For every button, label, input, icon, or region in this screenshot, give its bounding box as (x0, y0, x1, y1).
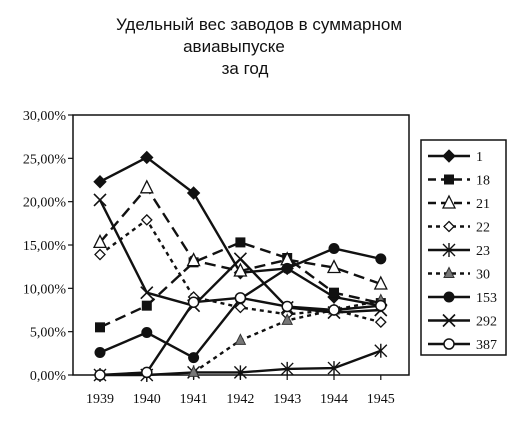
chart-title-line-2: авиавыпуске (183, 37, 285, 56)
legend-swatch-marker (443, 291, 455, 303)
legend-label: 1 (476, 150, 483, 165)
y-tick-label: 5,00% (30, 326, 67, 341)
data-point (280, 361, 294, 376)
data-point (373, 275, 388, 290)
legend-label: 387 (476, 338, 497, 353)
data-point (234, 301, 247, 314)
data-point (92, 233, 108, 249)
data-point (186, 252, 201, 267)
legend-item-153: 153 (428, 291, 497, 306)
series-1 (93, 150, 388, 313)
data-point (140, 150, 154, 165)
data-point (281, 300, 293, 313)
legend-swatch-marker (443, 266, 455, 278)
y-tick-label: 10,00% (23, 282, 67, 297)
data-point (233, 262, 248, 277)
chart-title: Удельный вес заводов в суммарном авиавып… (116, 15, 402, 78)
y-tick-label: 0,00% (30, 369, 67, 384)
data-point (141, 366, 153, 379)
legend-label: 22 (476, 221, 490, 236)
data-point (374, 316, 387, 329)
data-point (374, 343, 388, 358)
data-point (93, 175, 107, 189)
legend-label: 292 (476, 315, 497, 330)
x-tick-label: 1945 (367, 392, 395, 407)
data-point (235, 237, 246, 248)
legend-swatch-marker (444, 174, 454, 185)
x-tick-label: 1944 (320, 392, 348, 407)
y-tick-label: 15,00% (23, 239, 67, 254)
legend: 1 18 21 22 23 30 153 292 387 (428, 149, 497, 353)
legend-item-23: 23 (428, 243, 490, 259)
data-point (328, 242, 340, 254)
y-tick-label: 30,00% (23, 109, 67, 124)
data-point (281, 313, 294, 325)
legend-item-21: 21 (428, 194, 490, 212)
data-point (139, 179, 154, 194)
data-point (187, 365, 200, 377)
x-tick-label: 1943 (273, 392, 301, 407)
series-18 (95, 237, 386, 333)
legend-item-1: 1 (428, 149, 483, 165)
data-point (94, 346, 106, 358)
data-point (233, 252, 247, 266)
x-tick-label: 1939 (86, 392, 114, 407)
legend-label: 21 (476, 197, 490, 212)
data-point (234, 333, 247, 345)
legend-item-30: 30 (428, 266, 490, 283)
data-point (186, 186, 201, 200)
series-23 (93, 343, 388, 382)
data-point (375, 253, 387, 265)
data-point (141, 327, 153, 339)
data-point (94, 248, 106, 261)
series-lines (92, 150, 388, 382)
data-point (327, 361, 341, 376)
legend-frame (420, 139, 507, 356)
data-point (233, 365, 247, 380)
data-point (94, 369, 106, 381)
series-387 (94, 292, 387, 381)
legend-label: 18 (476, 174, 490, 189)
legend-swatch-marker (442, 149, 456, 163)
series-21 (92, 179, 388, 290)
legend-label: 30 (476, 268, 490, 283)
data-point (375, 299, 387, 312)
data-point (188, 352, 200, 364)
chart-title-line-3: за год (222, 59, 269, 78)
legend-item-22: 22 (428, 221, 490, 236)
y-tick-label: 25,00% (23, 152, 67, 167)
data-point (93, 193, 107, 207)
data-point (95, 322, 105, 333)
legend-swatch-marker (442, 243, 456, 257)
data-point (329, 287, 339, 298)
legend-swatch-marker (443, 338, 455, 350)
x-tick-label: 1941 (180, 392, 208, 407)
y-tick-label: 20,00% (23, 196, 67, 211)
legend-swatch-marker (443, 220, 455, 233)
legend-label: 153 (476, 291, 497, 306)
chart-title-line-1: Удельный вес заводов в суммарном (116, 15, 402, 34)
data-point (328, 304, 340, 316)
data-point (326, 259, 342, 274)
data-point (234, 292, 247, 304)
legend-item-18: 18 (428, 174, 490, 189)
data-point (187, 296, 200, 308)
legend-item-387: 387 (428, 338, 497, 353)
data-point (140, 286, 154, 300)
x-tick-label: 1940 (133, 392, 161, 407)
legend-item-292: 292 (428, 313, 497, 330)
legend-swatch-marker (442, 313, 456, 328)
x-tick-label: 1942 (226, 392, 254, 407)
legend-label: 23 (476, 244, 490, 259)
legend-swatch-marker (441, 194, 457, 209)
data-point (281, 262, 293, 274)
data-point (140, 213, 153, 226)
data-point (141, 300, 152, 311)
